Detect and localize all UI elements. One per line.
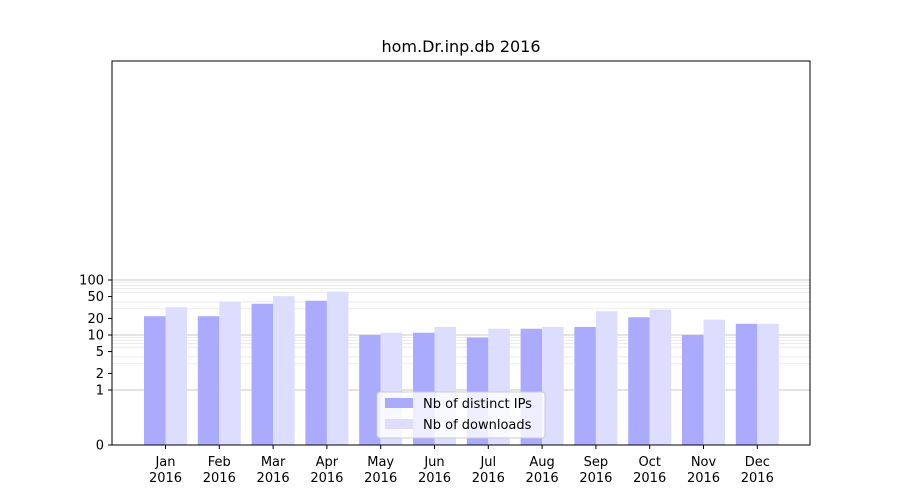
- bar-distinct-ips: [628, 317, 650, 445]
- bar-distinct-ips: [359, 335, 381, 445]
- x-tick-label: Sep 2016: [579, 455, 612, 486]
- bar-downloads: [757, 323, 779, 445]
- chart-title: hom.Dr.inp.db 2016: [381, 37, 540, 56]
- bar-downloads: [273, 296, 295, 445]
- x-tick-label: Jan 2016: [149, 455, 182, 486]
- bar-distinct-ips: [251, 303, 274, 445]
- plot-frame: [111, 60, 811, 446]
- bar-distinct-ips: [682, 335, 704, 445]
- bar-downloads: [703, 319, 725, 445]
- x-tick-label: Apr 2016: [310, 455, 343, 486]
- x-tick-label: May 2016: [364, 455, 397, 486]
- x-tick-label: Aug 2016: [526, 455, 559, 486]
- y-tick-label: 2: [96, 367, 104, 382]
- y-tick-label: 0: [96, 439, 104, 454]
- bar-distinct-ips: [305, 300, 327, 445]
- y-tick-label: 1: [96, 384, 104, 399]
- x-tick-label: Nov 2016: [687, 455, 720, 486]
- legend: Nb of distinct IPs Nb of downloads: [376, 391, 546, 439]
- bar-downloads: [219, 301, 241, 445]
- legend-label-distinct-ips: Nb of distinct IPs: [423, 397, 532, 412]
- bar-downloads: [326, 291, 349, 445]
- x-axis: Jan 2016 Feb 2016 Mar 2016 Apr 2016 May 2016 Jun 20…: [149, 445, 774, 486]
- legend-label-downloads: Nb of downloads: [423, 418, 532, 433]
- x-tick-label: Dec 2016: [741, 455, 774, 486]
- bar-distinct-ips: [574, 326, 596, 445]
- x-tick-label: Feb 2016: [203, 455, 236, 486]
- x-tick-label: Jun 2016: [418, 455, 451, 486]
- bar-distinct-ips: [197, 316, 220, 445]
- bar-downloads: [542, 326, 564, 445]
- bar-distinct-ips: [735, 323, 758, 445]
- x-tick-label: Oct 2016: [633, 455, 666, 486]
- y-tick-label: 10: [87, 329, 104, 344]
- x-tick-label: Mar 2016: [257, 455, 290, 486]
- bar-downloads: [595, 311, 618, 445]
- bar-downloads: [649, 309, 672, 445]
- y-tick-label: 100: [79, 274, 104, 289]
- bar-downloads: [165, 307, 187, 445]
- legend-box: [376, 391, 546, 439]
- legend-swatch-downloads: [385, 419, 413, 429]
- y-tick-label: 50: [87, 290, 104, 305]
- y-tick-label: 5: [96, 345, 104, 360]
- y-tick-label: 20: [87, 312, 104, 327]
- legend-swatch-distinct-ips: [385, 398, 413, 408]
- x-tick-label: Jul 2016: [472, 455, 505, 486]
- bar-distinct-ips: [144, 316, 166, 445]
